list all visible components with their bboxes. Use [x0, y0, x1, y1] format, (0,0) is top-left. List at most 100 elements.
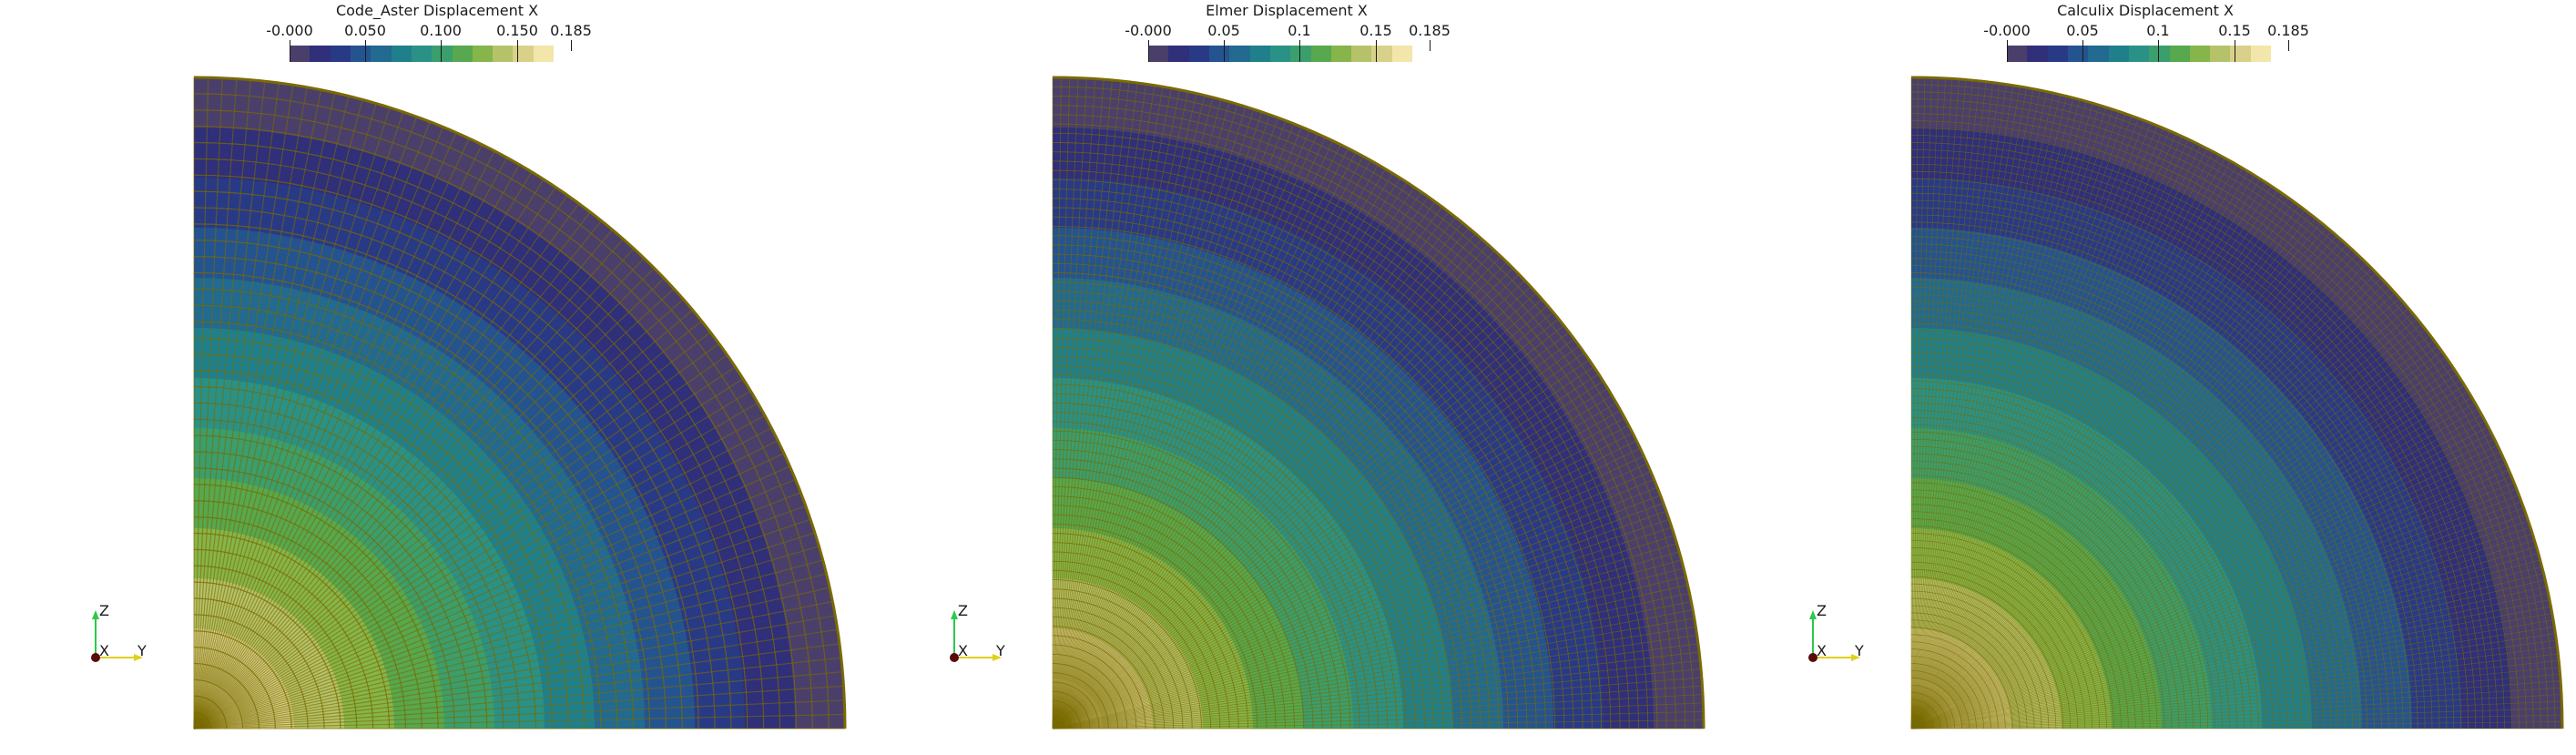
mesh-radial-line — [1910, 128, 2164, 729]
mesh-radial-line — [193, 211, 591, 729]
colorbar-swatch — [290, 46, 311, 62]
render-view-elmer[interactable]: Elmer Displacement X -0.000 0.05 0.1 0.1… — [859, 0, 1717, 755]
mesh-radial-line — [1910, 507, 2524, 729]
mesh-radial-line — [193, 138, 470, 729]
mesh-radial-line — [193, 229, 614, 729]
colorbar-swatch — [2149, 46, 2170, 62]
mesh-radial-line — [1910, 235, 2337, 729]
colorbar-swatch — [310, 46, 331, 62]
mesh-radial-line — [193, 713, 845, 729]
mesh-radial-line — [1910, 78, 1960, 729]
quarter-disk-mesh: Z X Y — [1808, 76, 2564, 729]
outer-boundary — [1052, 76, 1705, 729]
mesh-radial-line — [1910, 142, 2195, 729]
mesh-radial-line — [1910, 391, 2469, 729]
mesh-radial-line — [1052, 417, 1625, 729]
mesh-radial-line — [1910, 593, 2549, 729]
mesh-radial-line — [1052, 447, 1641, 729]
mesh-radial-line — [1910, 94, 2061, 729]
mesh-radial-line — [193, 492, 801, 729]
mesh-radial-line — [1910, 297, 2400, 729]
mesh-radial-line — [1052, 83, 1138, 729]
mesh-radial-line — [1910, 700, 2562, 729]
colorbar-swatch — [1269, 46, 1291, 62]
colorbar-tick-label: 0.050 — [344, 22, 386, 39]
mesh-radial-line — [1910, 209, 2306, 729]
mesh-radial-line — [1910, 107, 2107, 729]
mesh-radial-line — [1910, 287, 2391, 729]
mesh-radial-line — [1052, 77, 1062, 729]
mesh-radial-line — [1910, 116, 2133, 729]
mesh-radial-line — [1910, 373, 2458, 729]
mesh-radial-line — [1052, 455, 1644, 729]
mesh-radial-line — [1910, 182, 2266, 729]
render-view-code-aster[interactable]: Code_Aster Displacement X -0.000 0.050 0… — [0, 0, 859, 755]
mesh-radial-line — [1052, 107, 1247, 729]
mesh-radial-line — [1910, 164, 2237, 729]
colorbar-tick-label: 0.185 — [1409, 22, 1451, 39]
mesh-radial-line — [1910, 329, 2427, 729]
colorbar-tick-label: 0.1 — [1288, 22, 1311, 39]
mesh-radial-line — [1052, 123, 1295, 729]
mesh-radial-line — [193, 187, 556, 729]
colorbar-swatch — [2128, 46, 2150, 62]
mesh-radial-line — [1052, 381, 1604, 729]
colorbar-tick-label: 0.05 — [1207, 22, 1240, 39]
mesh-radial-line — [1052, 432, 1634, 729]
mesh-radial-line — [1910, 633, 2556, 729]
mesh-radial-line — [1052, 77, 1079, 729]
mesh-radial-line — [1910, 82, 1993, 729]
mesh-radial-line — [1052, 424, 1629, 729]
mesh-radial-line — [1052, 152, 1357, 729]
z-axis-arrowhead — [1809, 610, 1817, 619]
mesh-radial-line — [1910, 88, 2034, 729]
colorbar-title: Calculix Displacement X — [2057, 2, 2234, 19]
mesh-radial-line — [1052, 182, 1408, 729]
mesh-radial-line — [1052, 81, 1130, 729]
colorbar-swatch — [1229, 46, 1250, 62]
mesh-radial-line — [193, 171, 533, 729]
mesh-radial-line — [193, 132, 457, 729]
mesh-radial-line — [1052, 117, 1278, 729]
render-view-calculix[interactable]: Calculix Displacement X -0.000 0.05 0.1 … — [1717, 0, 2576, 755]
mesh-radial-line — [1910, 586, 2547, 729]
orientation-axes-glyph: Z X Y — [91, 602, 147, 662]
mesh-radial-line — [193, 144, 483, 729]
mesh-radial-line — [1910, 113, 2126, 729]
mesh-radial-line — [1052, 373, 1599, 729]
mesh-radial-line — [1910, 197, 2289, 729]
mesh-radial-line — [193, 366, 736, 729]
mesh-radial-line — [1910, 396, 2472, 729]
mesh-radial-line — [1910, 222, 2322, 729]
mesh-radial-line — [1910, 96, 2067, 729]
colorbar-tick-label: 0.185 — [550, 22, 592, 39]
mesh-radial-line — [1910, 714, 2562, 729]
mesh-radial-line — [1910, 579, 2546, 729]
mesh-radial-line — [1910, 495, 2520, 729]
mesh-radial-line — [1910, 201, 2295, 729]
mesh-radial-line — [1052, 601, 1692, 729]
mesh-radial-line — [1052, 551, 1680, 729]
mesh-radial-line — [1910, 639, 2557, 729]
mesh-radial-line — [1910, 546, 2537, 729]
mesh-radial-line — [1052, 478, 1655, 729]
mesh-radial-line — [193, 220, 603, 729]
mesh-radial-line — [1052, 410, 1622, 729]
mesh-radial-line — [1910, 708, 2562, 729]
mesh-radial-line — [1910, 138, 2189, 729]
mesh-radial-line — [1910, 626, 2555, 729]
colorbar-tick-label: 0.150 — [496, 22, 538, 39]
colorbar-swatch — [1188, 46, 1209, 62]
mesh-radial-line — [1910, 384, 2465, 729]
mesh-radial-line — [193, 179, 545, 729]
mesh-radial-line — [1910, 136, 2183, 729]
mesh-radial-line — [1910, 148, 2207, 729]
mesh-radial-line — [193, 587, 830, 729]
mesh-radial-line — [1052, 592, 1690, 729]
mesh-radial-line — [1052, 559, 1682, 729]
mesh-radial-line — [1910, 77, 1926, 729]
mesh-radial-line — [1052, 268, 1513, 729]
mesh-radial-line — [1052, 659, 1701, 729]
mesh-radial-line — [1910, 653, 2559, 729]
mesh-radial-line — [1052, 159, 1371, 729]
